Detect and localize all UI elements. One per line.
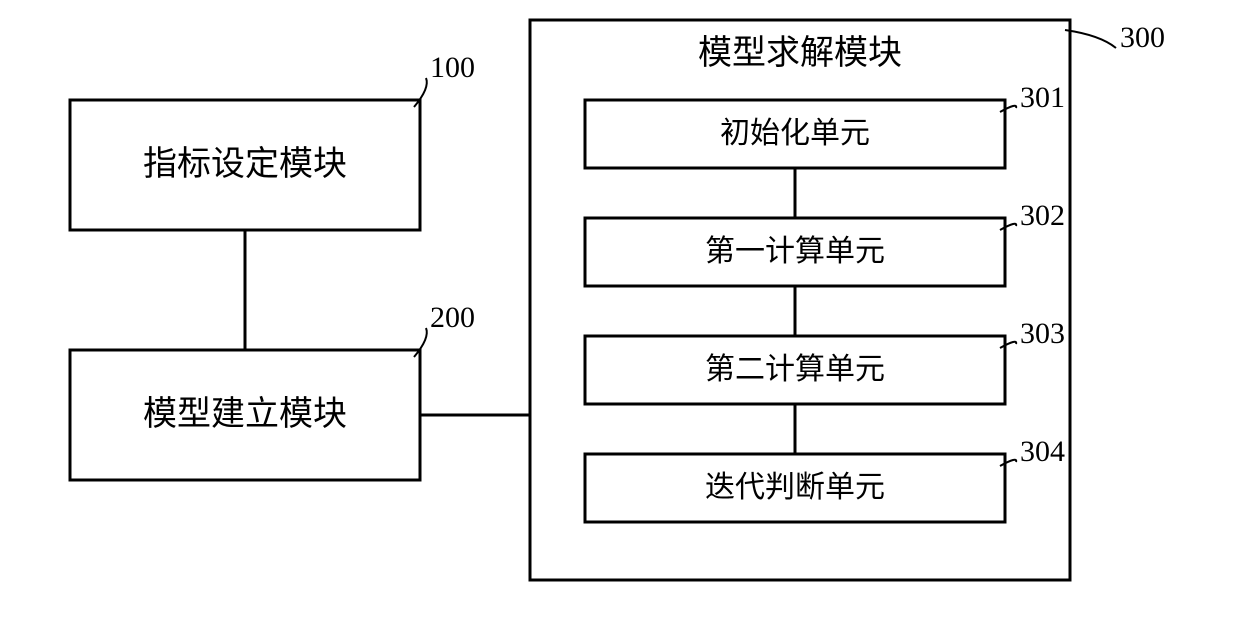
box302-leader	[1000, 224, 1016, 230]
box302-ref: 302	[1020, 199, 1065, 232]
box301-ref: 301	[1020, 81, 1065, 114]
box300-ref: 300	[1120, 21, 1165, 54]
box200-label: 模型建立模块	[143, 395, 347, 433]
box301-label: 初始化单元	[720, 117, 870, 150]
box100-label: 指标设定模块	[143, 145, 347, 183]
block-diagram: 指标设定模块 100 模型建立模块 200 模型求解模块 300 初始化单元 301 第一计算单…	[0, 0, 1240, 617]
box304-leader	[1000, 460, 1016, 466]
box200-ref: 200	[430, 301, 475, 334]
box300-leader	[1065, 30, 1116, 48]
box300-title: 模型求解模块	[698, 34, 902, 72]
box303-leader	[1000, 342, 1016, 348]
box303-ref: 303	[1020, 317, 1065, 350]
box304-ref: 304	[1020, 435, 1065, 468]
box303-label: 第二计算单元	[705, 353, 885, 386]
box301-leader	[1000, 106, 1016, 112]
box100-ref: 100	[430, 51, 475, 84]
box304-label: 迭代判断单元	[705, 471, 885, 504]
box302-label: 第一计算单元	[705, 235, 885, 268]
